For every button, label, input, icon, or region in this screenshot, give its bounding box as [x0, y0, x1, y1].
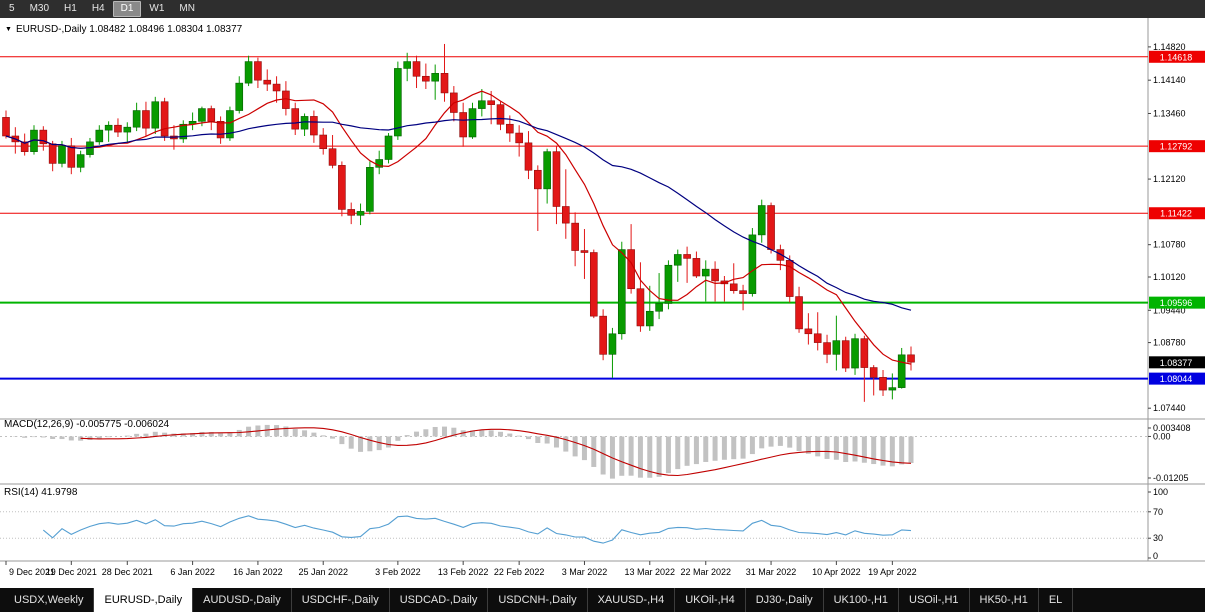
candles-layer [2, 43, 915, 402]
macd-signal-line [80, 427, 912, 477]
price-level-badge [1149, 207, 1205, 220]
svg-text:1.08377: 1.08377 [1160, 358, 1193, 368]
svg-text:1.08044: 1.08044 [1160, 374, 1193, 384]
svg-text:70: 70 [1153, 507, 1163, 517]
symbol-tab-xauusd-h4[interactable]: XAUUSD-,H4 [588, 588, 676, 612]
chart-collapse-arrow-icon[interactable]: ▼ [5, 25, 12, 33]
price-level-badge [1149, 356, 1205, 369]
svg-text:30: 30 [1153, 533, 1163, 543]
price-scale-label: 1.07440 [1153, 403, 1186, 413]
price-scale-label: 1.14140 [1153, 75, 1186, 85]
rsi-value: 41.9798 [41, 487, 78, 498]
macd-signal-value: -0.006024 [124, 419, 170, 430]
svg-text:13 Feb 2022: 13 Feb 2022 [438, 567, 489, 577]
svg-text:1.09596: 1.09596 [1160, 298, 1193, 308]
svg-text:22 Feb 2022: 22 Feb 2022 [494, 567, 545, 577]
svg-text:0.003408: 0.003408 [1153, 423, 1191, 433]
macd-histogram [12, 424, 914, 479]
svg-text:3 Mar 2022: 3 Mar 2022 [562, 567, 608, 577]
ma-30-line [5, 117, 912, 311]
macd-indicator-label: MACD(12,26,9) -0.005775 -0.006024 [4, 419, 169, 430]
timeframe-button-m30[interactable]: M30 [29, 3, 50, 14]
chart-symbol-ohlc: EURUSD-,Daily 1.08482 1.08496 1.08304 1.… [15, 24, 243, 35]
timeframe-toolbar: 5 M30 H1 H4 D1 W1 MN [0, 0, 1205, 18]
svg-text:19 Dec 2021: 19 Dec 2021 [46, 567, 97, 577]
price-scale-label: 1.09440 [1153, 305, 1186, 315]
symbol-tab-usoil-h1[interactable]: USOil-,H1 [899, 588, 970, 612]
chart-title: ▼ EURUSD-,Daily 1.08482 1.08496 1.08304 … [5, 24, 242, 35]
svg-text:10 Apr 2022: 10 Apr 2022 [812, 567, 861, 577]
rsi-line [42, 515, 912, 544]
svg-text:3 Feb 2022: 3 Feb 2022 [375, 567, 421, 577]
svg-text:9 Dec 2021: 9 Dec 2021 [9, 567, 55, 577]
rsi-name: RSI(14) [4, 487, 39, 498]
symbol-tab-dj30-daily[interactable]: DJ30-,Daily [746, 588, 824, 612]
price-scale-label: 1.08780 [1153, 338, 1186, 348]
symbol-tab-uk100-h1[interactable]: UK100-,H1 [824, 588, 900, 612]
symbol-tab-el[interactable]: EL [1039, 588, 1074, 612]
symbol-tab-hk50-h1[interactable]: HK50-,H1 [970, 588, 1039, 612]
rsi-indicator-label: RSI(14) 41.9798 [4, 487, 77, 498]
symbol-tab-usdcnh-daily[interactable]: USDCNH-,Daily [488, 588, 588, 612]
symbol-tabbar: USDX,Weekly EURUSD-,Daily AUDUSD-,Daily USD… [0, 588, 1205, 612]
price-scale-label: 1.14820 [1153, 42, 1186, 52]
price-scale-label: 1.10780 [1153, 240, 1186, 250]
svg-text:19 Apr 2022: 19 Apr 2022 [868, 567, 917, 577]
svg-text:31 Mar 2022: 31 Mar 2022 [746, 567, 797, 577]
svg-text:0.00: 0.00 [1153, 431, 1171, 441]
symbol-tab-eurusd-daily[interactable]: EURUSD-,Daily [94, 588, 194, 612]
chart-canvas[interactable]: 1.14820 1.14140 1.13460 1.12120 1.10780 1.101… [0, 18, 1205, 588]
price-scale-label: 1.10120 [1153, 272, 1186, 282]
svg-text:1.12792: 1.12792 [1160, 142, 1193, 152]
svg-text:28 Dec 2021: 28 Dec 2021 [102, 567, 153, 577]
symbol-tab-usdchf-daily[interactable]: USDCHF-,Daily [292, 588, 390, 612]
svg-text:1.11422: 1.11422 [1160, 209, 1192, 219]
level-lines-layer [0, 56, 1148, 380]
price-level-badge [1149, 296, 1205, 309]
price-scale-label: 1.12120 [1153, 174, 1186, 184]
price-scale-label: 1.13460 [1153, 108, 1186, 118]
timeframe-button-h1[interactable]: H1 [64, 3, 77, 14]
price-level-badge [1149, 50, 1205, 63]
timeframe-button-d1[interactable]: D1 [112, 1, 142, 17]
price-level-badge [1149, 372, 1205, 385]
ma-10-line [5, 90, 912, 365]
macd-name: MACD(12,26,9) [4, 419, 74, 430]
timeframe-button-h4[interactable]: H4 [91, 3, 105, 14]
symbol-tab-ukoil-h4[interactable]: UKOil-,H4 [675, 588, 746, 612]
symbol-tab-usdx-weekly[interactable]: USDX,Weekly [4, 588, 95, 612]
svg-text:16 Jan 2022: 16 Jan 2022 [233, 567, 283, 577]
timeframe-button-mn[interactable]: MN [179, 3, 195, 14]
price-level-badge [1149, 140, 1205, 153]
symbol-tab-usdcad-daily[interactable]: USDCAD-,Daily [390, 588, 489, 612]
macd-main-value: -0.005775 [76, 419, 122, 430]
timeframe-button-5[interactable]: 5 [9, 3, 15, 14]
svg-text:13 Mar 2022: 13 Mar 2022 [624, 567, 675, 577]
svg-text:6 Jan 2022: 6 Jan 2022 [170, 567, 215, 577]
svg-text:-0.01205: -0.01205 [1153, 473, 1189, 483]
timeframe-button-w1[interactable]: W1 [149, 3, 165, 14]
svg-text:100: 100 [1153, 487, 1168, 497]
svg-text:22 Mar 2022: 22 Mar 2022 [680, 567, 731, 577]
symbol-tab-audusd-daily[interactable]: AUDUSD-,Daily [193, 588, 292, 612]
svg-text:25 Jan 2022: 25 Jan 2022 [298, 567, 348, 577]
svg-text:1.14618: 1.14618 [1160, 52, 1193, 62]
svg-text:0: 0 [1153, 551, 1158, 561]
